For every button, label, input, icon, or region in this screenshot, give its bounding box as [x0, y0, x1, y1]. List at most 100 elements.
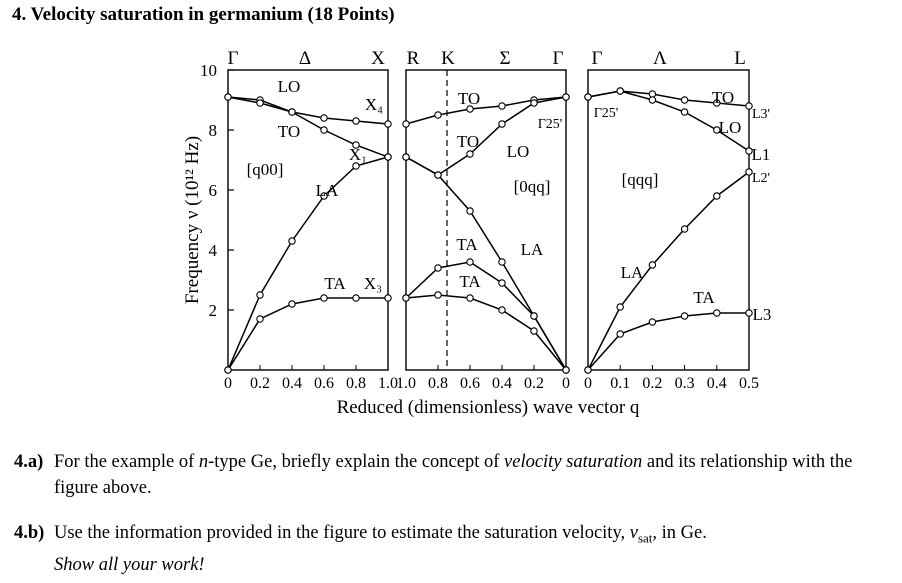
symmetry-point-label: Σ	[499, 48, 510, 69]
x-tick-label: 0.2	[642, 375, 662, 392]
branch-label: LO	[719, 118, 742, 137]
data-point	[256, 315, 264, 323]
branch-label: TO	[458, 89, 480, 108]
question-text: Use the information provided in the figu…	[54, 523, 707, 575]
data-point	[434, 171, 442, 179]
data-point	[466, 294, 474, 302]
data-point	[466, 207, 474, 215]
x-tick-label: 0.2	[250, 375, 270, 392]
y-tick-label: 10	[200, 61, 217, 80]
x-tick-label: 0.4	[282, 375, 302, 392]
branch-curve-la	[227, 156, 389, 371]
data-point	[256, 291, 264, 299]
data-point	[320, 294, 328, 302]
data-point	[498, 120, 506, 128]
data-point	[498, 258, 506, 266]
data-point	[434, 291, 442, 299]
data-point	[352, 162, 360, 170]
branch-label: TO	[278, 122, 300, 141]
data-point	[384, 120, 392, 128]
data-point	[584, 366, 592, 374]
data-point	[713, 309, 721, 317]
data-point	[402, 120, 410, 128]
data-point	[288, 237, 296, 245]
data-point	[352, 117, 360, 125]
x-tick-label: 0.5	[739, 375, 759, 392]
x-tick-label: 0.6	[314, 375, 334, 392]
data-point	[616, 330, 624, 338]
panel-frame	[587, 69, 750, 371]
branch-label: L2'	[752, 171, 770, 186]
x-tick-label: 0	[224, 375, 232, 392]
branch-label: TA	[459, 272, 481, 291]
branch-curve-lo	[227, 96, 389, 158]
symmetry-point-label: L	[734, 48, 746, 69]
branch-label: X₄	[365, 95, 383, 114]
x-tick-label: 0.8	[346, 375, 366, 392]
x-tick-label: 0.6	[460, 375, 480, 392]
branch-curve-ta	[227, 297, 388, 371]
data-point	[466, 105, 474, 113]
x-tick-label: 0.4	[492, 375, 512, 392]
data-point	[402, 294, 410, 302]
branch-curve-la	[587, 171, 750, 371]
data-point	[648, 261, 657, 269]
data-point	[680, 312, 689, 320]
panel-frame	[405, 69, 567, 371]
branch-label: TA	[456, 235, 478, 254]
x-tick-label: 0.1	[610, 375, 630, 392]
data-point	[713, 192, 721, 200]
symmetry-point-label: Γ	[228, 48, 239, 69]
branch-label: L3	[753, 305, 772, 324]
question-text: For the example of n-type Ge, briefly ex…	[54, 452, 853, 498]
y-tick-label: 2	[209, 301, 218, 320]
data-point	[320, 126, 328, 134]
data-point	[713, 126, 721, 134]
branch-curve-to	[227, 96, 389, 125]
data-point	[648, 90, 657, 98]
data-point	[498, 279, 506, 287]
symmetry-point-label: Λ	[653, 48, 667, 69]
symmetry-point-label: R	[407, 48, 420, 69]
data-point	[530, 99, 538, 107]
problem-title: 4. Velocity saturation in germanium (18 …	[12, 4, 395, 25]
data-point	[288, 108, 296, 116]
x-axis-label: Reduced (dimensionless) wave vector q	[337, 397, 640, 418]
branch-curve-ta	[587, 312, 749, 371]
branch-label: TA	[693, 288, 715, 307]
x-tick-label: 0.8	[428, 375, 448, 392]
y-tick-label: 4	[209, 241, 218, 260]
branch-label: L3'	[752, 107, 770, 122]
data-point	[745, 168, 753, 176]
data-point	[616, 303, 624, 311]
data-point	[680, 108, 689, 116]
data-point	[745, 147, 753, 155]
data-point	[288, 300, 296, 308]
branch-label: Γ25'	[538, 117, 563, 132]
data-point	[224, 93, 232, 101]
direction-label: [q00]	[247, 160, 284, 179]
branch-label: X₁	[349, 145, 367, 164]
branch-label: LO	[278, 77, 301, 96]
question-number: 4.b)	[14, 523, 45, 543]
phonon-dispersion-figure: Frequency ν (10¹² Hz) 10 8 6 4 2 Γ Δ X 0 0.2 0.4 0.6…	[182, 48, 772, 418]
panel-frame	[227, 69, 389, 371]
branch-label: L1	[752, 145, 771, 164]
data-point	[745, 309, 753, 317]
data-point	[434, 264, 442, 272]
x-tick-label: 0.3	[675, 375, 695, 392]
data-point	[530, 312, 538, 320]
branch-label: TO	[712, 88, 734, 107]
branch-curve-to	[405, 96, 567, 125]
y-axis-label: Frequency ν (10¹² Hz)	[182, 136, 203, 304]
y-tick-label: 8	[209, 121, 218, 140]
branch-curve-lo	[587, 90, 750, 152]
question-4b: 4.b) Use the information provided in the…	[14, 520, 894, 578]
data-point	[320, 114, 328, 122]
data-point	[402, 153, 410, 161]
data-point	[384, 153, 392, 161]
x-tick-label: 0.2	[524, 375, 544, 392]
direction-label: [qqq]	[622, 170, 659, 189]
data-point	[498, 306, 506, 314]
symmetry-point-label: X	[371, 48, 385, 69]
